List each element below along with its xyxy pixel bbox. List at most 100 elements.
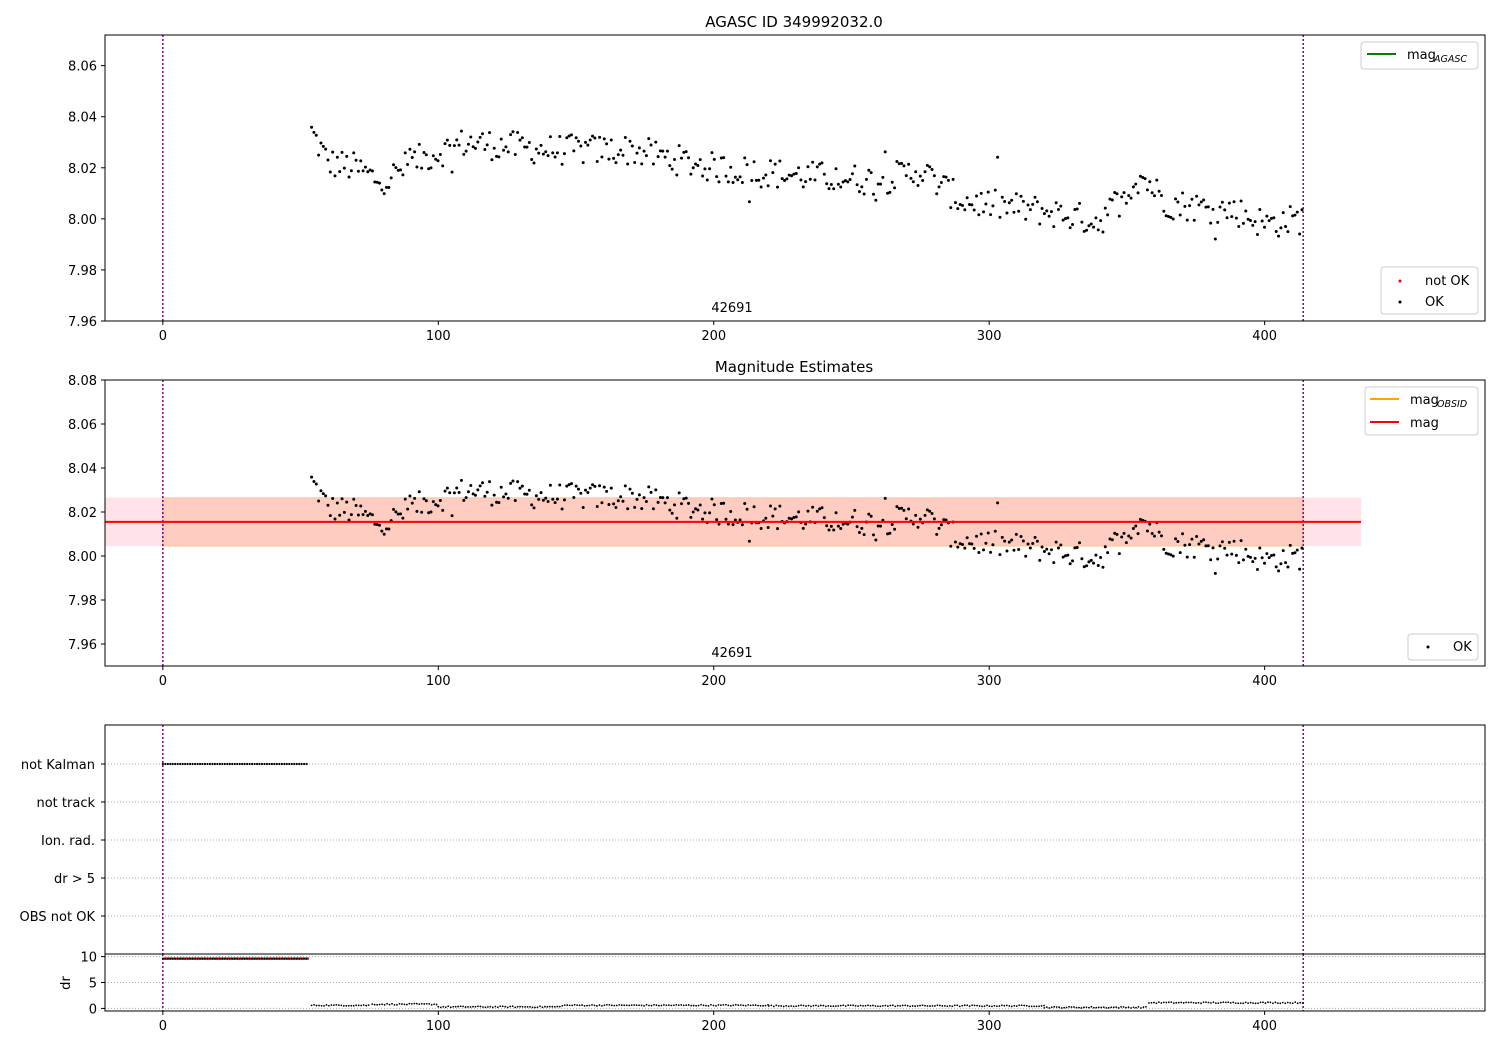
p2-point: [776, 527, 780, 531]
p2-point: [904, 517, 908, 521]
p4-flag-point: [194, 957, 196, 960]
p4-xtick-label: 300: [977, 1019, 1002, 1034]
p3-flag-point: [290, 762, 293, 766]
p4-dr-point: [963, 1004, 966, 1007]
p3-flag-point: [193, 762, 197, 766]
p2-point: [1059, 543, 1063, 547]
p4-dr-point: [904, 1004, 907, 1007]
p4-dr-point: [1284, 1002, 1287, 1005]
p4-dr-point: [1055, 1006, 1058, 1008]
p1-point: [595, 159, 599, 163]
p2-point: [907, 507, 911, 511]
p3-flag-point: [238, 762, 241, 766]
p1-point: [776, 185, 780, 189]
p1-point: [804, 180, 808, 184]
p1-point: [492, 146, 496, 150]
p2-point: [965, 536, 969, 540]
p3-flag-point: [221, 762, 224, 766]
p1-point: [553, 155, 557, 159]
p1-point: [415, 165, 419, 169]
p4-dr-point: [996, 1005, 998, 1008]
p2-point: [1248, 555, 1252, 559]
p4-dr-point: [556, 1005, 559, 1008]
p2-point: [551, 497, 555, 501]
p2-point: [1225, 553, 1229, 557]
p4-dr-point: [1259, 1001, 1262, 1004]
p4-dr-point: [973, 1004, 976, 1007]
p4-dr-point: [439, 1006, 442, 1009]
p4-dr-point: [494, 1005, 497, 1008]
p3-flag-point: [223, 762, 226, 766]
p2-point: [764, 516, 768, 520]
p4-flag-point: [305, 957, 308, 960]
p4-dr-point: [340, 1004, 343, 1007]
p1-point: [857, 190, 861, 194]
p1-point: [455, 138, 459, 142]
p4-dr-point: [1187, 1001, 1190, 1004]
p1-point: [576, 139, 580, 143]
p2-point: [417, 490, 421, 494]
p1-point: [907, 162, 911, 166]
p4-dr-point: [360, 1004, 363, 1007]
p3-flag-point: [265, 762, 269, 766]
p4-dr-point: [1170, 1001, 1173, 1004]
p2-ytick-label: 8.08: [68, 374, 97, 389]
p4-dr-point: [1043, 1006, 1046, 1009]
p2-point: [621, 499, 625, 503]
p1-point: [1024, 217, 1028, 221]
p1-point: [956, 207, 960, 211]
p2-point: [483, 494, 487, 498]
p2-point: [778, 504, 782, 508]
p4-dr-point: [1145, 1005, 1147, 1008]
p2-point: [572, 495, 576, 499]
p1-point: [436, 159, 440, 163]
p4-dr-point: [881, 1004, 884, 1007]
p4-dr-point: [702, 1004, 705, 1007]
p1-point: [1225, 216, 1229, 220]
p1-point: [567, 134, 571, 138]
p1-point: [551, 151, 555, 155]
p1-point: [1244, 209, 1248, 213]
p1-point: [621, 153, 625, 157]
p1-point: [363, 165, 367, 169]
p1-point: [649, 143, 653, 147]
p2-point: [984, 541, 988, 545]
p1-point: [855, 183, 859, 187]
p4-dr-point: [462, 1005, 464, 1008]
p2-point: [469, 484, 473, 488]
p4-dr-point: [1180, 1001, 1183, 1004]
p2-point: [1150, 532, 1154, 536]
p4-dr-point: [1003, 1004, 1006, 1007]
p1-point: [565, 136, 569, 140]
p2-point: [366, 513, 370, 517]
p4-dr-point: [847, 1004, 850, 1007]
p1-point: [1120, 195, 1124, 199]
p4-dr-point: [391, 1002, 393, 1005]
p2-point: [1028, 546, 1032, 550]
p2-point: [647, 485, 651, 489]
p4-dr-point: [692, 1004, 695, 1007]
p1-point: [1000, 195, 1004, 199]
p4-dr-point: [867, 1004, 869, 1007]
p1-point: [1089, 222, 1093, 226]
p2-point: [1202, 538, 1206, 542]
p2-xtick-label: 100: [426, 674, 451, 689]
p1-point: [1049, 210, 1053, 214]
p1-point: [658, 149, 662, 153]
p2-point: [1286, 565, 1290, 569]
p2-point: [1003, 539, 1007, 543]
p4-dr-point: [687, 1004, 690, 1006]
p4-dr-point: [1132, 1006, 1135, 1009]
p2-point: [944, 518, 948, 522]
p4-dr-point: [573, 1003, 576, 1006]
p4-dr-point: [553, 1005, 556, 1008]
p1-point: [1003, 200, 1007, 204]
p2-point: [1120, 535, 1124, 539]
p2-point: [523, 492, 527, 496]
p1-point: [373, 180, 377, 184]
p4-dr-point: [449, 1006, 452, 1009]
p4-dr-point: [596, 1005, 598, 1007]
p4-dr-point: [805, 1005, 807, 1007]
p1-point: [340, 150, 344, 154]
p4-dr-point: [352, 1004, 355, 1007]
